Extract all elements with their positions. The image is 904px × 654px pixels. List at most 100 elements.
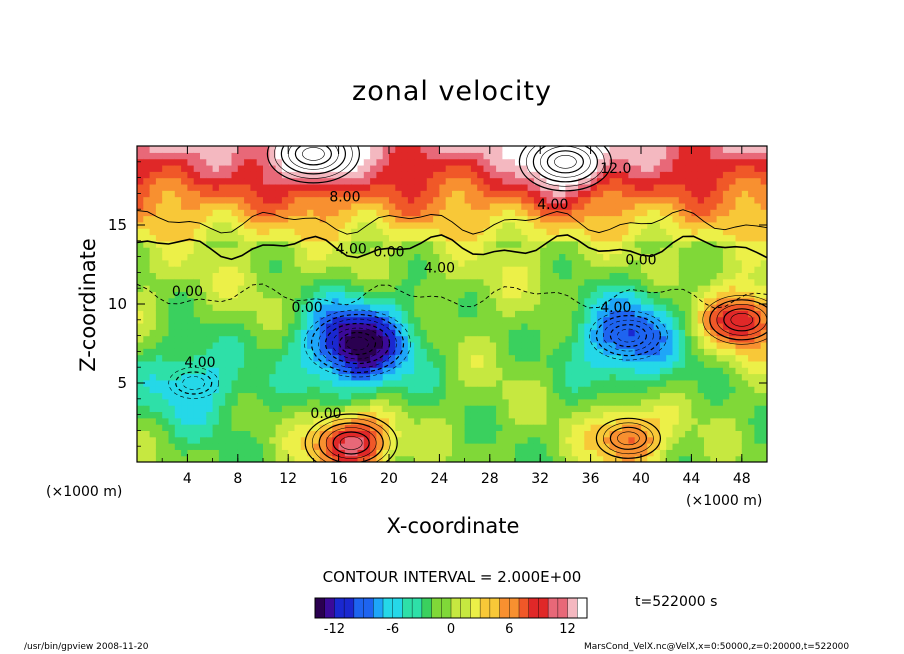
field-cell: [647, 455, 655, 462]
field-cell: [332, 285, 340, 292]
field-cell: [477, 322, 485, 330]
field-cell: [168, 272, 176, 280]
field-cell: [414, 449, 422, 457]
field-cell: [735, 341, 743, 349]
field-cell: [540, 234, 548, 242]
field-cell: [181, 386, 188, 394]
field-cell: [351, 304, 359, 311]
field-cell: [300, 146, 308, 153]
field-cell: [307, 221, 314, 229]
field-cell: [590, 291, 598, 299]
field-cell: [565, 164, 573, 172]
field-cell: [704, 164, 711, 172]
field-cell: [326, 152, 333, 160]
field-cell: [666, 341, 674, 349]
field-cell: [452, 436, 459, 444]
field-cell: [363, 341, 371, 349]
field-cell: [609, 310, 617, 318]
field-cell: [332, 329, 340, 337]
field-cell: [704, 190, 711, 198]
field-cell: [382, 215, 390, 223]
field-cell: [263, 183, 270, 191]
field-cell: [641, 240, 648, 248]
field-cell: [489, 152, 497, 160]
field-cell: [527, 146, 535, 153]
field-cell: [716, 443, 724, 450]
field-cell: [477, 405, 485, 413]
field-cell: [565, 158, 573, 166]
field-cell: [634, 304, 642, 311]
field-cell: [571, 430, 579, 438]
field-cell: [168, 354, 176, 362]
field-cell: [697, 146, 705, 153]
field-cell: [584, 291, 592, 299]
field-cell: [722, 392, 730, 400]
field-cell: [433, 247, 440, 255]
field-cell: [496, 215, 503, 223]
field-cell: [439, 443, 447, 450]
field-cell: [615, 234, 623, 242]
field-cell: [716, 202, 724, 210]
field-cell: [571, 215, 579, 223]
field-cell: [464, 234, 472, 242]
field-cell: [502, 158, 510, 166]
field-cell: [401, 348, 409, 356]
field-cell: [401, 234, 409, 242]
field-cell: [546, 367, 554, 375]
field-cell: [275, 228, 283, 236]
field-cell: [754, 386, 762, 394]
field-cell: [300, 196, 308, 204]
field-cell: [741, 146, 749, 153]
field-cell: [244, 177, 251, 185]
field-cell: [162, 417, 170, 425]
field-cell: [496, 436, 503, 444]
field-cell: [515, 392, 522, 400]
field-cell: [193, 417, 201, 425]
field-cell: [502, 228, 510, 236]
field-cell: [218, 190, 226, 198]
field-cell: [162, 392, 170, 400]
field-cell: [149, 304, 157, 311]
field-cell: [263, 322, 270, 330]
field-cell: [691, 449, 699, 457]
field-cell: [281, 411, 289, 419]
field-cell: [200, 152, 207, 160]
field-cell: [527, 221, 535, 229]
field-cell: [187, 272, 195, 280]
field-cell: [250, 373, 258, 381]
field-cell: [445, 183, 453, 191]
field-cell: [143, 266, 151, 273]
field-cell: [571, 285, 579, 292]
field-cell: [527, 379, 535, 387]
field-cell: [609, 455, 617, 462]
field-cell: [565, 202, 573, 210]
field-cell: [527, 272, 535, 280]
field-cell: [351, 392, 359, 400]
field-cell: [414, 285, 422, 292]
field-cell: [760, 329, 767, 337]
field-cell: [729, 164, 737, 172]
field-cell: [615, 430, 623, 438]
field-cell: [533, 405, 541, 413]
field-cell: [162, 436, 170, 444]
field-cell: [281, 234, 289, 242]
field-cell: [565, 310, 573, 318]
field-cell: [218, 367, 226, 375]
field-cell: [697, 405, 705, 413]
field-cell: [685, 424, 692, 431]
field-cell: [710, 341, 718, 349]
field-cell: [578, 297, 585, 305]
field-cell: [477, 158, 485, 166]
field-cell: [263, 335, 270, 343]
field-cell: [300, 417, 308, 425]
field-cell: [275, 373, 283, 381]
field-cell: [433, 215, 440, 223]
field-cell: [515, 443, 522, 450]
field-cell: [578, 379, 585, 387]
field-cell: [351, 247, 359, 255]
field-cell: [470, 367, 478, 375]
field-cell: [250, 398, 258, 406]
field-cell: [143, 398, 151, 406]
field-cell: [395, 247, 403, 255]
field-cell: [256, 329, 264, 337]
